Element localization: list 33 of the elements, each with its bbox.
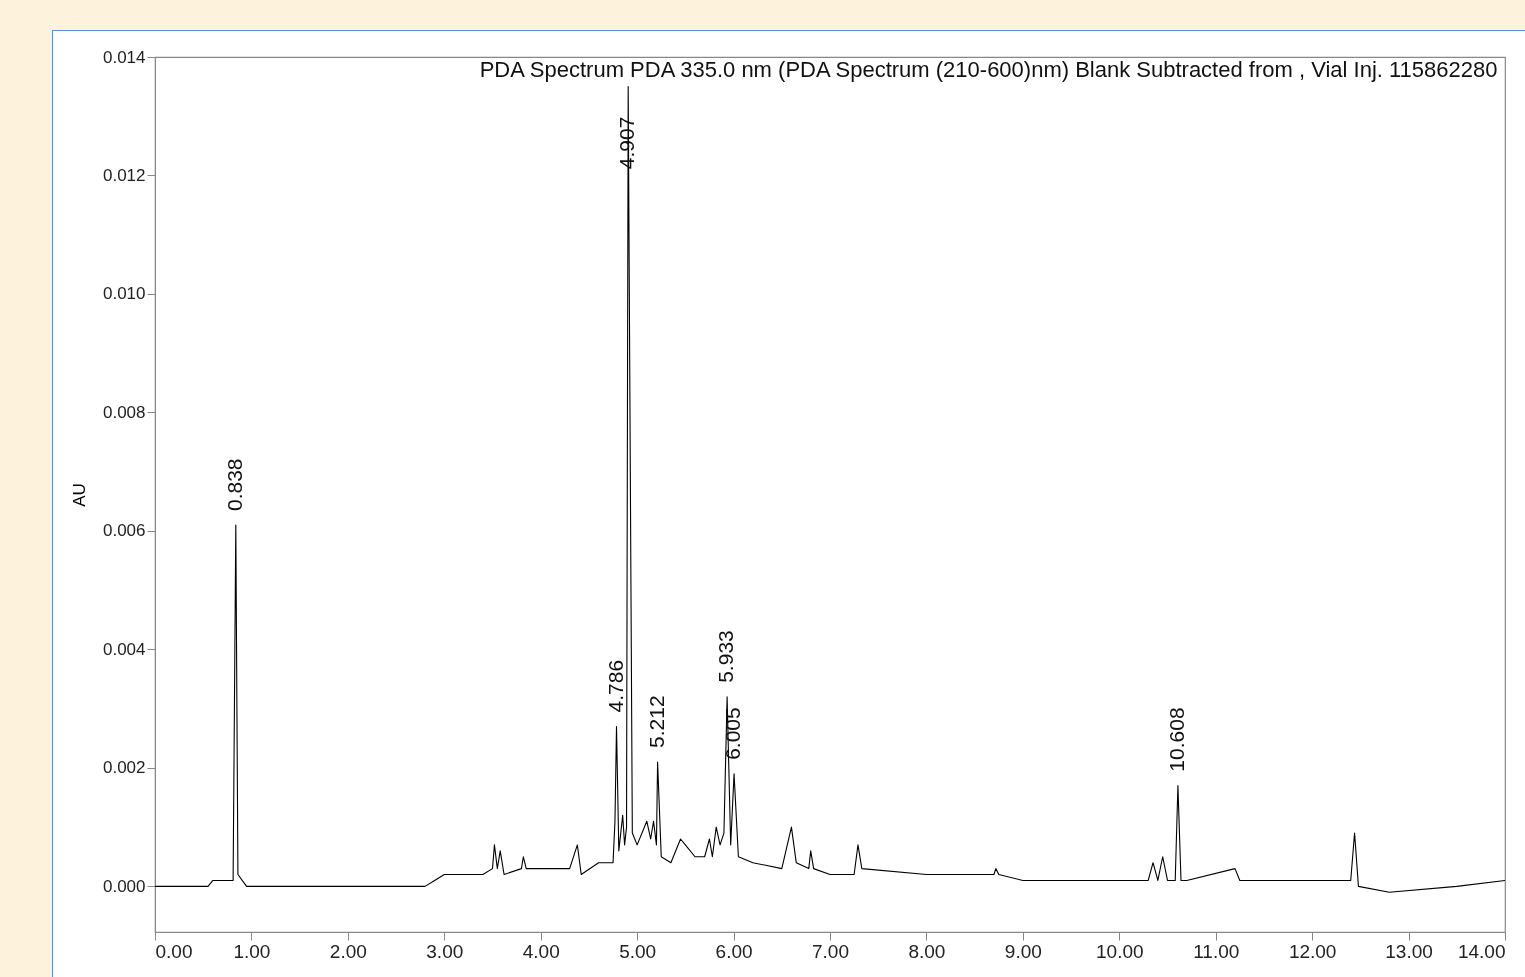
y-tick-label: 0.012 [102, 165, 146, 185]
chart-title: PDA Spectrum PDA 335.0 nm (PDA Spectrum (210-600)nm) Blank Subtracted from , Vial Inj. 115862280 [479, 57, 1498, 82]
x-tick-label: 5.00 [619, 940, 657, 962]
annotation: 6.005 [721, 707, 745, 760]
y-tick-label: 0.008 [102, 402, 146, 422]
annotation: 10.608 [1164, 707, 1188, 772]
x-tick-label: 11.00 [1193, 940, 1240, 962]
x-tick-label: 2.00 [329, 940, 367, 962]
x-tick-label: 7.00 [812, 940, 849, 962]
x-tick-label: 1.00 [233, 940, 271, 962]
x-tick-label: 8.00 [908, 940, 946, 962]
y-tick-label: 0.002 [102, 758, 146, 778]
x-tick-label: 0.00 [155, 940, 193, 962]
x-tick-label: 12.00 [1288, 940, 1337, 962]
x-tick-label: 4.00 [522, 940, 560, 962]
y-tick-label: 0.010 [102, 284, 146, 304]
y-tick-label: 0.004 [102, 639, 146, 659]
x-tick-label: 13.00 [1385, 940, 1433, 962]
annotation: 5.933 [714, 630, 738, 683]
annotation: 4.907 [615, 116, 639, 170]
x-tick-label: 14.00 [1457, 940, 1506, 962]
x-tick-label: 9.00 [1004, 940, 1042, 962]
y-axis-title: AU [69, 483, 89, 507]
annotation: 4.786 [603, 659, 627, 713]
annotation: 5.212 [644, 695, 668, 748]
annotation: 0.838 [222, 458, 246, 512]
x-tick-label: 6.00 [715, 940, 753, 962]
x-tick-label: 10.00 [1096, 940, 1144, 962]
y-tick-label: 0.000 [102, 876, 146, 896]
x-tick-label: 3.00 [426, 940, 464, 962]
y-tick-label: 0.014 [102, 47, 146, 67]
line-series [155, 86, 1505, 893]
y-tick-label: 0.006 [102, 521, 146, 541]
